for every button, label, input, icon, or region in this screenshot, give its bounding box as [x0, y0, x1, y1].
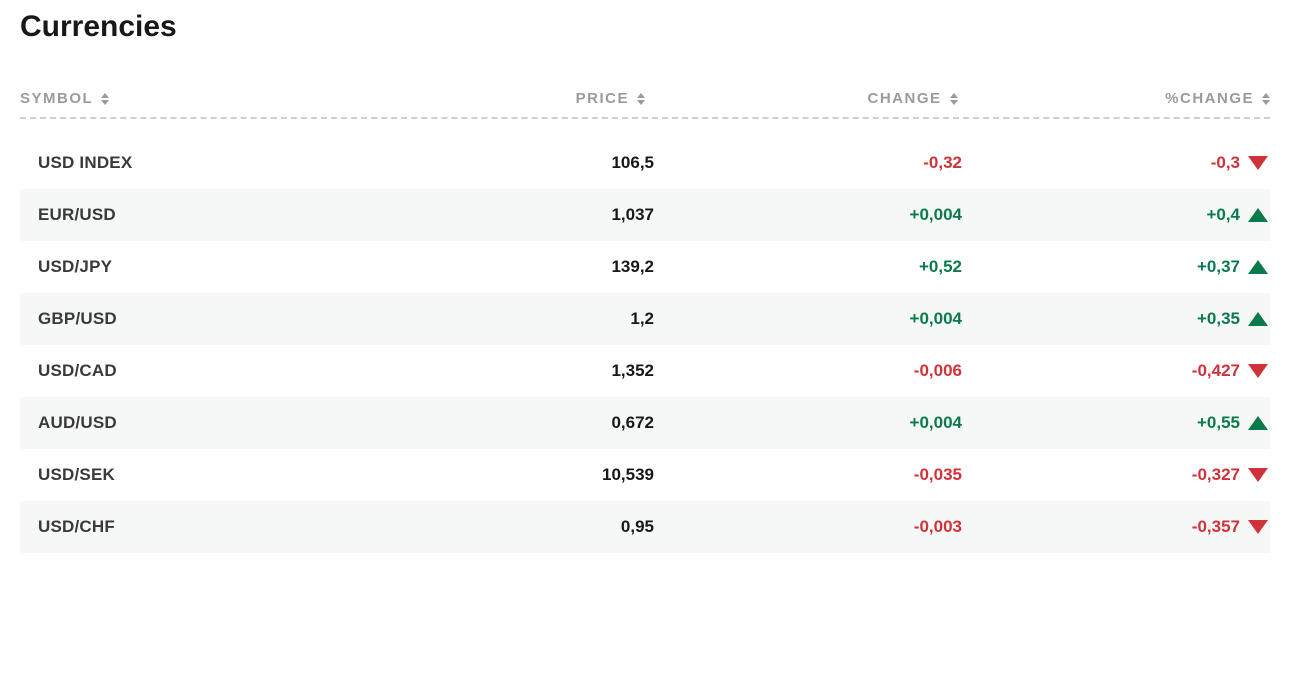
pct-change-value: +0,37: [1197, 257, 1240, 277]
col-header-symbol-label: SYMBOL: [20, 90, 93, 107]
sort-down-icon: [101, 100, 109, 105]
table-body: USD INDEX106,5-0,32-0,3EUR/USD1,037+0,00…: [20, 137, 1270, 553]
sort-up-icon: [101, 93, 109, 98]
table-row[interactable]: USD INDEX106,5-0,32 -0,3: [20, 137, 1270, 189]
currencies-table: SYMBOL PRICE CHANGE %CHANGE: [20, 80, 1270, 553]
price-cell: 1,2: [346, 309, 654, 329]
sort-up-icon: [950, 93, 958, 98]
price-cell: 139,2: [346, 257, 654, 277]
symbol-cell: USD/CAD: [38, 361, 346, 381]
pct-change-value: +0,35: [1197, 309, 1240, 329]
col-header-pct-change-label: %CHANGE: [1165, 90, 1254, 107]
table-row[interactable]: USD/JPY139,2+0,52 +0,37: [20, 241, 1270, 293]
table-header-row: SYMBOL PRICE CHANGE %CHANGE: [20, 80, 1270, 119]
table-row[interactable]: USD/CHF0,95-0,003 -0,357: [20, 501, 1270, 553]
change-cell: +0,004: [654, 309, 962, 329]
trend-down-icon: [1248, 156, 1268, 170]
pct-change-value: -0,3: [1211, 153, 1240, 173]
symbol-cell: USD INDEX: [38, 153, 346, 173]
trend-up-icon: [1248, 416, 1268, 430]
trend-down-icon: [1248, 364, 1268, 378]
price-cell: 106,5: [346, 153, 654, 173]
trend-down-icon: [1248, 520, 1268, 534]
price-cell: 0,672: [346, 413, 654, 433]
table-row[interactable]: AUD/USD0,672+0,004 +0,55: [20, 397, 1270, 449]
pct-change-cell: +0,55: [962, 413, 1270, 433]
col-header-pct-change[interactable]: %CHANGE: [958, 90, 1271, 107]
change-cell: -0,003: [654, 517, 962, 537]
pct-change-cell: -0,357: [962, 517, 1270, 537]
sort-icon: [637, 93, 645, 105]
pct-change-value: +0,4: [1206, 205, 1240, 225]
trend-up-icon: [1248, 208, 1268, 222]
pct-change-cell: -0,327: [962, 465, 1270, 485]
symbol-cell: AUD/USD: [38, 413, 346, 433]
change-cell: -0,006: [654, 361, 962, 381]
change-cell: -0,32: [654, 153, 962, 173]
sort-icon: [101, 93, 109, 105]
symbol-cell: USD/CHF: [38, 517, 346, 537]
pct-change-value: -0,357: [1192, 517, 1240, 537]
price-cell: 1,037: [346, 205, 654, 225]
pct-change-value: -0,327: [1192, 465, 1240, 485]
price-cell: 0,95: [346, 517, 654, 537]
sort-up-icon: [637, 93, 645, 98]
price-cell: 1,352: [346, 361, 654, 381]
pct-change-value: -0,427: [1192, 361, 1240, 381]
table-row[interactable]: USD/CAD1,352-0,006 -0,427: [20, 345, 1270, 397]
pct-change-cell: +0,4: [962, 205, 1270, 225]
pct-change-cell: +0,37: [962, 257, 1270, 277]
sort-down-icon: [1262, 100, 1270, 105]
change-cell: +0,004: [654, 413, 962, 433]
trend-up-icon: [1248, 312, 1268, 326]
pct-change-cell: +0,35: [962, 309, 1270, 329]
pct-change-cell: -0,427: [962, 361, 1270, 381]
symbol-cell: GBP/USD: [38, 309, 346, 329]
sort-icon: [950, 93, 958, 105]
col-header-price[interactable]: PRICE: [333, 90, 646, 107]
trend-down-icon: [1248, 468, 1268, 482]
price-cell: 10,539: [346, 465, 654, 485]
symbol-cell: USD/SEK: [38, 465, 346, 485]
trend-up-icon: [1248, 260, 1268, 274]
table-row[interactable]: EUR/USD1,037+0,004 +0,4: [20, 189, 1270, 241]
col-header-symbol[interactable]: SYMBOL: [20, 90, 333, 107]
col-header-price-label: PRICE: [576, 90, 629, 107]
sort-down-icon: [950, 100, 958, 105]
col-header-change[interactable]: CHANGE: [645, 90, 958, 107]
change-cell: +0,52: [654, 257, 962, 277]
col-header-change-label: CHANGE: [867, 90, 941, 107]
change-cell: +0,004: [654, 205, 962, 225]
sort-down-icon: [637, 100, 645, 105]
page-title: Currencies: [20, 10, 1270, 44]
sort-up-icon: [1262, 93, 1270, 98]
pct-change-cell: -0,3: [962, 153, 1270, 173]
pct-change-value: +0,55: [1197, 413, 1240, 433]
table-row[interactable]: USD/SEK10,539-0,035 -0,327: [20, 449, 1270, 501]
change-cell: -0,035: [654, 465, 962, 485]
symbol-cell: USD/JPY: [38, 257, 346, 277]
table-row[interactable]: GBP/USD1,2+0,004 +0,35: [20, 293, 1270, 345]
sort-icon: [1262, 93, 1270, 105]
symbol-cell: EUR/USD: [38, 205, 346, 225]
